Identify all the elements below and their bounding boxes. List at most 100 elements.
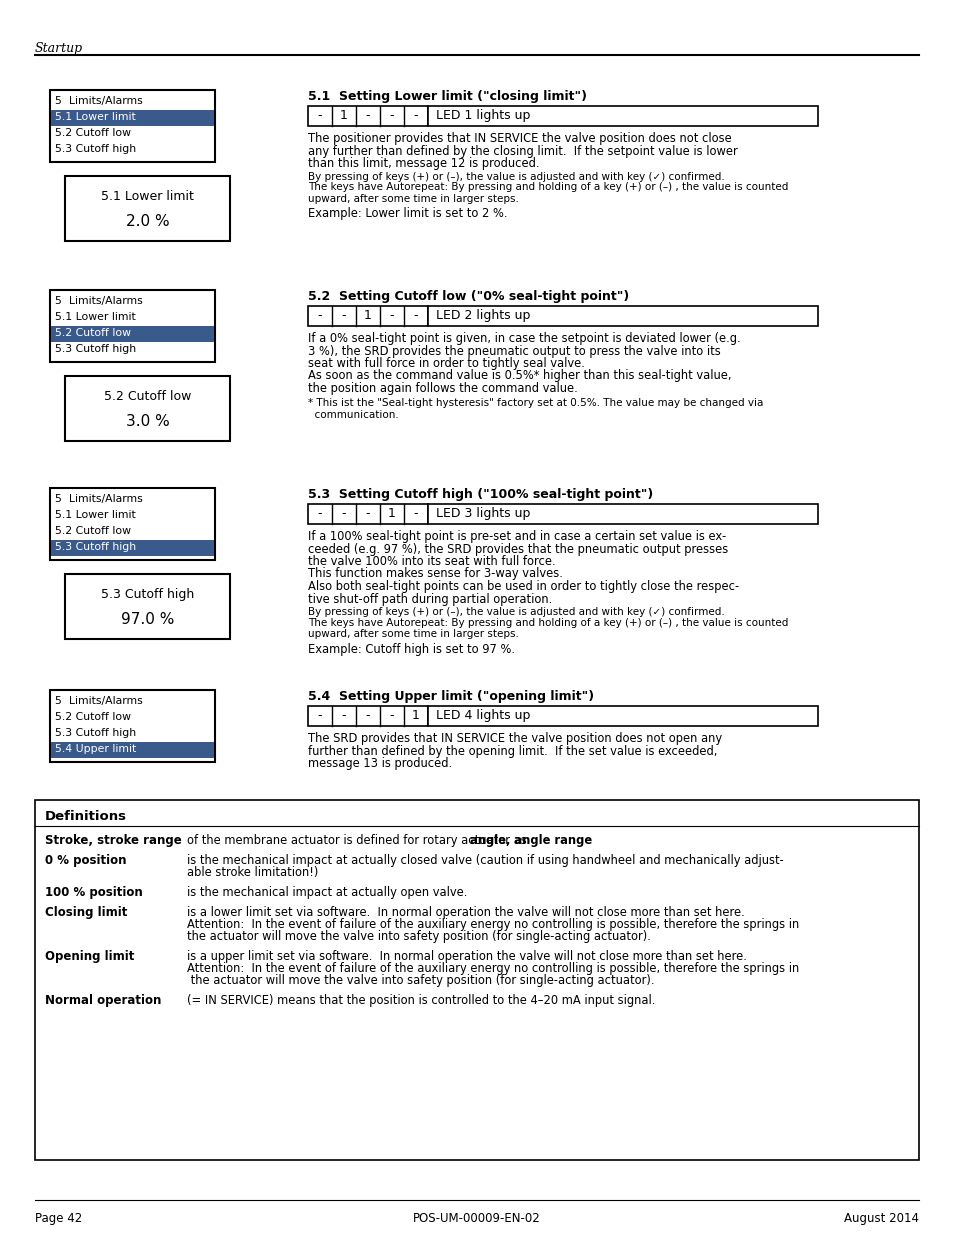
Text: LED 2 lights up: LED 2 lights up (436, 309, 530, 322)
Text: 5.2 Cutoff low: 5.2 Cutoff low (55, 713, 131, 722)
Bar (428, 106, 817, 126)
Bar (51, 110, 213, 126)
Text: any further than defined by the closing limit.  If the setpoint value is lower: any further than defined by the closing … (308, 144, 737, 158)
Text: 5.3 Cutoff high: 5.3 Cutoff high (55, 727, 136, 739)
Bar (308, 106, 428, 126)
Bar (65, 177, 230, 241)
Text: LED 1 lights up: LED 1 lights up (436, 109, 530, 122)
Text: 5.3 Cutoff high: 5.3 Cutoff high (101, 588, 193, 601)
Text: 5  Limits/Alarms: 5 Limits/Alarms (55, 96, 143, 106)
Text: upward, after some time in larger steps.: upward, after some time in larger steps. (308, 629, 518, 638)
Text: Page 42: Page 42 (35, 1212, 82, 1225)
Text: August 2014: August 2014 (843, 1212, 918, 1225)
Text: The SRD provides that IN SERVICE the valve position does not open any: The SRD provides that IN SERVICE the val… (308, 732, 721, 745)
Bar (308, 706, 428, 726)
Text: ceeded (e.g. 97 %), the SRD provides that the pneumatic output presses: ceeded (e.g. 97 %), the SRD provides tha… (308, 542, 727, 556)
Bar (308, 306, 428, 326)
Text: further than defined by the opening limit.  If the set value is exceeded,: further than defined by the opening limi… (308, 745, 717, 757)
Text: communication.: communication. (308, 410, 398, 420)
Text: 97.0 %: 97.0 % (121, 613, 174, 627)
Text: -: - (317, 709, 322, 722)
Text: The keys have Autorepeat: By pressing and holding of a key (+) or (–) , the valu: The keys have Autorepeat: By pressing an… (308, 183, 787, 193)
Bar (65, 375, 230, 441)
Text: is the mechanical impact at actually closed valve (caution if using handwheel an: is the mechanical impact at actually clo… (187, 853, 783, 867)
Text: Attention:  In the event of failure of the auxiliary energy no controlling is po: Attention: In the event of failure of th… (187, 962, 799, 974)
Text: the position again follows the command value.: the position again follows the command v… (308, 382, 578, 395)
Text: than this limit, message 12 is produced.: than this limit, message 12 is produced. (308, 157, 539, 170)
Text: -: - (317, 109, 322, 122)
Text: -: - (414, 309, 417, 322)
Bar (51, 742, 213, 758)
Text: 5  Limits/Alarms: 5 Limits/Alarms (55, 296, 143, 306)
Text: 1: 1 (412, 709, 419, 722)
Text: -: - (317, 309, 322, 322)
Text: the actuator will move the valve into safety position (for single-acting actuato: the actuator will move the valve into sa… (187, 974, 654, 987)
Text: 5.3 Cutoff high: 5.3 Cutoff high (55, 345, 136, 354)
Bar (308, 504, 428, 524)
Text: * This ist the "Seal-tight hysteresis" factory set at 0.5%. The value may be cha: * This ist the "Seal-tight hysteresis" f… (308, 399, 762, 409)
Bar (50, 290, 214, 362)
Text: 5.1 Lower limit: 5.1 Lower limit (55, 312, 135, 322)
Text: is a lower limit set via software.  In normal operation the valve will not close: is a lower limit set via software. In no… (187, 906, 744, 919)
Text: If a 0% seal-tight point is given, in case the setpoint is deviated lower (e.g.: If a 0% seal-tight point is given, in ca… (308, 332, 740, 345)
Bar (428, 706, 817, 726)
Text: (= IN SERVICE) means that the position is controlled to the 4–20 mA input signal: (= IN SERVICE) means that the position i… (187, 994, 655, 1007)
Text: -: - (390, 309, 394, 322)
Text: 5.1 Lower limit: 5.1 Lower limit (55, 510, 135, 520)
Text: -: - (365, 109, 370, 122)
Text: -: - (390, 109, 394, 122)
Text: 5.3 Cutoff high: 5.3 Cutoff high (55, 542, 136, 552)
Text: 5.1 Lower limit: 5.1 Lower limit (55, 112, 135, 122)
Text: angle, angle range: angle, angle range (470, 834, 592, 847)
Text: Normal operation: Normal operation (45, 994, 161, 1007)
Text: 5  Limits/Alarms: 5 Limits/Alarms (55, 494, 143, 504)
Bar (50, 488, 214, 559)
Text: -: - (390, 709, 394, 722)
Text: 5.2 Cutoff low: 5.2 Cutoff low (55, 329, 131, 338)
Text: Closing limit: Closing limit (45, 906, 128, 919)
Text: Attention:  In the event of failure of the auxiliary energy no controlling is po: Attention: In the event of failure of th… (187, 918, 799, 931)
Text: is a upper limit set via software.  In normal operation the valve will not close: is a upper limit set via software. In no… (187, 950, 746, 963)
Bar (65, 574, 230, 638)
Text: Stroke, stroke range: Stroke, stroke range (45, 834, 182, 847)
Text: 0 % position: 0 % position (45, 853, 127, 867)
Text: 1: 1 (364, 309, 372, 322)
Text: 5.4 Upper limit: 5.4 Upper limit (55, 743, 136, 755)
Bar (50, 90, 214, 162)
Text: able stroke limitation!): able stroke limitation!) (187, 866, 318, 879)
Text: -: - (317, 508, 322, 520)
Text: seat with full force in order to tightly seal valve.: seat with full force in order to tightly… (308, 357, 584, 370)
Text: -: - (414, 109, 417, 122)
Text: 3.0 %: 3.0 % (126, 414, 170, 429)
Text: The keys have Autorepeat: By pressing and holding of a key (+) or (–) , the valu: The keys have Autorepeat: By pressing an… (308, 618, 787, 629)
Text: LED 3 lights up: LED 3 lights up (436, 508, 530, 520)
Text: Example: Cutoff high is set to 97 %.: Example: Cutoff high is set to 97 %. (308, 643, 515, 656)
Bar (428, 504, 817, 524)
Text: This function makes sense for 3-way valves.: This function makes sense for 3-way valv… (308, 568, 562, 580)
Text: -: - (414, 508, 417, 520)
Text: is the mechanical impact at actually open valve.: is the mechanical impact at actually ope… (187, 885, 467, 899)
Text: the actuator will move the valve into safety position (for single-acting actuato: the actuator will move the valve into sa… (187, 930, 650, 944)
Text: Example: Lower limit is set to 2 %.: Example: Lower limit is set to 2 %. (308, 207, 507, 221)
Bar (51, 326, 213, 342)
Text: 5.4  Setting Upper limit ("opening limit"): 5.4 Setting Upper limit ("opening limit"… (308, 690, 594, 703)
Text: 5.2 Cutoff low: 5.2 Cutoff low (55, 526, 131, 536)
Text: Definitions: Definitions (45, 810, 127, 823)
Text: of the membrane actuator is defined for rotary actuator as: of the membrane actuator is defined for … (187, 834, 530, 847)
Text: upward, after some time in larger steps.: upward, after some time in larger steps. (308, 194, 518, 204)
Text: -: - (341, 709, 346, 722)
Text: 5.1 Lower limit: 5.1 Lower limit (101, 190, 193, 203)
Text: Startup: Startup (35, 42, 83, 56)
Text: 1: 1 (388, 508, 395, 520)
Text: If a 100% seal-tight point is pre-set and in case a certain set value is ex-: If a 100% seal-tight point is pre-set an… (308, 530, 725, 543)
Text: Also both seal-tight points can be used in order to tightly close the respec-: Also both seal-tight points can be used … (308, 580, 739, 593)
Text: 5.3 Cutoff high: 5.3 Cutoff high (55, 144, 136, 154)
Text: 5.3  Setting Cutoff high ("100% seal-tight point"): 5.3 Setting Cutoff high ("100% seal-tigh… (308, 488, 653, 501)
Text: -: - (365, 508, 370, 520)
Text: 5.2 Cutoff low: 5.2 Cutoff low (104, 390, 191, 403)
Text: 3 %), the SRD provides the pneumatic output to press the valve into its: 3 %), the SRD provides the pneumatic out… (308, 345, 720, 357)
Text: tive shut-off path during partial operation.: tive shut-off path during partial operat… (308, 593, 552, 605)
Text: the valve 100% into its seat with full force.: the valve 100% into its seat with full f… (308, 555, 555, 568)
Text: By pressing of keys (+) or (–), the value is adjusted and with key (✓) confirmed: By pressing of keys (+) or (–), the valu… (308, 606, 724, 618)
Text: -: - (341, 309, 346, 322)
